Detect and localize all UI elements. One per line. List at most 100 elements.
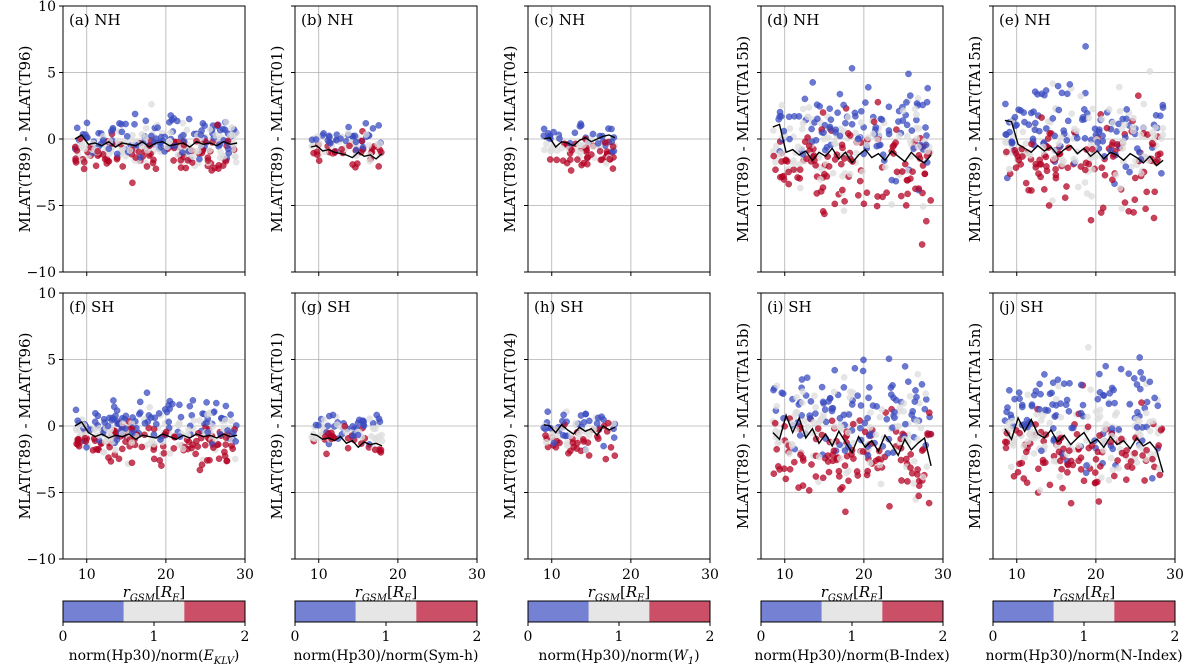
data-point xyxy=(838,160,845,168)
data-point xyxy=(222,402,230,410)
data-point xyxy=(1021,118,1028,126)
data-point xyxy=(585,431,593,439)
x-tick-label: 30 xyxy=(236,567,254,583)
data-point xyxy=(598,413,605,421)
data-point xyxy=(81,145,89,153)
data-point xyxy=(110,403,118,411)
data-point xyxy=(825,163,833,170)
data-point xyxy=(224,427,231,434)
data-point xyxy=(1058,89,1066,97)
y-axis-label: MLAT(T89) - MLAT(T04) xyxy=(501,46,519,233)
data-point xyxy=(1109,466,1117,474)
data-point xyxy=(827,116,835,123)
data-point xyxy=(1046,130,1053,137)
data-point xyxy=(1105,476,1113,484)
data-point xyxy=(1122,163,1130,170)
data-point xyxy=(83,119,91,127)
data-point xyxy=(143,389,151,397)
data-point xyxy=(1157,112,1164,120)
data-point xyxy=(1036,160,1044,168)
data-point xyxy=(798,412,806,419)
data-point xyxy=(874,136,881,143)
data-point xyxy=(1073,127,1081,135)
data-point xyxy=(830,388,838,396)
data-point xyxy=(365,141,373,149)
data-point xyxy=(844,429,852,436)
data-point xyxy=(602,139,609,146)
y-tick-label: 5 xyxy=(47,66,56,82)
data-point xyxy=(344,444,352,452)
data-point xyxy=(1011,113,1019,121)
data-point xyxy=(609,143,617,150)
data-point xyxy=(1143,446,1150,454)
data-point xyxy=(590,143,597,150)
data-point xyxy=(843,469,850,477)
data-point xyxy=(829,457,837,465)
data-point xyxy=(889,143,897,150)
data-point xyxy=(152,165,160,173)
data-point xyxy=(1092,455,1100,463)
data-point xyxy=(898,192,905,200)
data-point xyxy=(1009,417,1016,425)
data-point xyxy=(835,467,843,475)
x-axis-label: rGSM[RE] xyxy=(355,583,418,604)
data-point xyxy=(232,158,240,166)
data-point xyxy=(178,149,186,156)
data-point xyxy=(865,394,872,402)
data-point xyxy=(861,419,869,427)
panel-label: (f) SH xyxy=(69,298,114,316)
data-point xyxy=(1063,396,1071,404)
data-point xyxy=(1063,183,1070,190)
data-point xyxy=(923,396,930,403)
data-point xyxy=(1045,202,1053,209)
data-point xyxy=(118,128,126,136)
data-point xyxy=(1056,473,1064,480)
colorbar-segment xyxy=(355,601,417,622)
data-point xyxy=(1039,456,1047,464)
data-point xyxy=(1108,384,1116,392)
data-point xyxy=(1151,188,1158,196)
data-point xyxy=(150,455,158,463)
data-point xyxy=(179,445,187,453)
data-point xyxy=(915,143,922,151)
data-point xyxy=(918,447,926,454)
data-point xyxy=(312,136,320,143)
data-point xyxy=(1065,407,1073,415)
data-point xyxy=(362,131,370,138)
data-point xyxy=(856,177,864,185)
data-point xyxy=(118,120,125,128)
data-point xyxy=(215,455,223,463)
data-point xyxy=(157,143,165,151)
data-point xyxy=(186,402,194,410)
data-point xyxy=(165,401,172,409)
data-point xyxy=(128,439,136,446)
data-point xyxy=(890,394,897,402)
data-point xyxy=(805,487,813,494)
data-point xyxy=(1024,438,1032,445)
data-point xyxy=(559,417,566,425)
data-point xyxy=(924,84,932,92)
data-point xyxy=(911,105,919,113)
data-point xyxy=(75,435,82,443)
data-point xyxy=(119,163,126,170)
colorbar-segment xyxy=(63,601,124,622)
data-point xyxy=(1068,110,1076,117)
data-point xyxy=(815,453,823,461)
data-point xyxy=(1082,469,1090,477)
data-point xyxy=(312,421,320,429)
data-point xyxy=(1131,375,1138,382)
data-point xyxy=(574,156,581,163)
data-point xyxy=(115,455,123,463)
data-point xyxy=(377,446,385,454)
scatter-points xyxy=(1002,43,1167,224)
data-point xyxy=(866,459,874,467)
data-point xyxy=(349,432,357,440)
median-line xyxy=(543,134,616,149)
data-point xyxy=(112,446,119,454)
colorbar-tick-label: 0 xyxy=(989,629,998,645)
data-point xyxy=(341,422,349,430)
data-point xyxy=(1135,92,1142,99)
data-point xyxy=(914,466,921,473)
data-point xyxy=(150,440,157,448)
data-point xyxy=(1024,391,1032,399)
